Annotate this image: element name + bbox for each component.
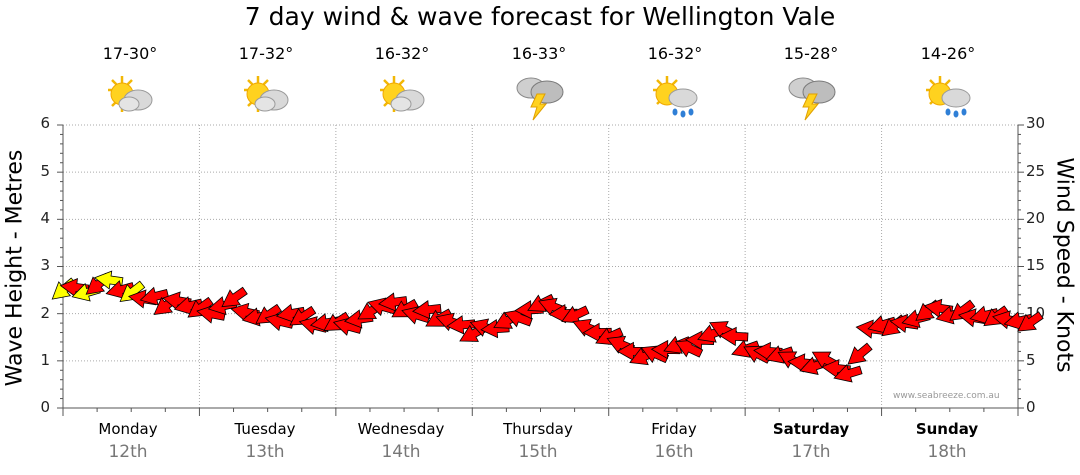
right-tick: 30 — [1026, 114, 1046, 132]
wind-arrow — [139, 286, 170, 306]
day-temp-thu: 16-33° — [511, 44, 567, 63]
day-label-fri: Friday — [651, 420, 697, 438]
right-tick: 25 — [1026, 162, 1046, 180]
left-tick: 1 — [40, 351, 50, 369]
left-tick: 0 — [40, 398, 50, 416]
day-temp-sat: 15-28° — [783, 44, 839, 63]
left-tick: 5 — [40, 162, 50, 180]
right-tick: 0 — [1026, 398, 1036, 416]
sun-showers-icon — [653, 76, 698, 118]
wind-arrows — [51, 270, 1044, 383]
chart-axes — [57, 124, 1024, 416]
thunderstorm-icon — [788, 77, 836, 121]
wind-arrow — [1017, 311, 1044, 332]
day-label-mon: Monday — [98, 420, 158, 438]
day-temp-fri: 16-32° — [647, 44, 703, 63]
chart-title: 7 day wind & wave forecast for Wellingto… — [244, 2, 836, 31]
left-tick: 2 — [40, 304, 50, 322]
right-tick: 5 — [1026, 351, 1036, 369]
wind-arrow — [847, 342, 873, 365]
partly-cloudy-sun-icon — [380, 76, 425, 112]
day-date-tue: 13th — [245, 442, 285, 462]
left-tick: 6 — [40, 114, 50, 132]
day-date-thu: 15th — [518, 442, 558, 462]
day-label-sat: Saturday — [772, 420, 850, 438]
day-temp-wed: 16-32° — [374, 44, 430, 63]
day-temp-tue: 17-32° — [238, 44, 294, 63]
day-label-sun: Sunday — [915, 420, 979, 438]
day-temp-sun: 14-26° — [920, 44, 976, 63]
wind-arrow — [412, 300, 442, 320]
day-label-tue: Tuesday — [234, 420, 296, 438]
left-tick: 3 — [40, 256, 50, 274]
day-date-sat: 17th — [791, 442, 831, 462]
day-date-fri: 16th — [654, 442, 694, 462]
sun-showers-icon — [926, 76, 971, 118]
day-label-wed: Wednesday — [357, 420, 445, 438]
right-tick: 15 — [1026, 256, 1046, 274]
day-date-mon: 12th — [108, 442, 148, 462]
wind-arrow — [833, 364, 863, 383]
wind-arrow — [221, 286, 248, 308]
day-date-wed: 14th — [381, 442, 421, 462]
day-temp-mon: 17-30° — [102, 44, 158, 63]
day-date-sun: 18th — [927, 442, 967, 462]
grid-lines — [63, 124, 1018, 408]
partly-cloudy-sun-icon — [244, 76, 289, 112]
right-tick: 20 — [1026, 209, 1046, 227]
partly-cloudy-sun-icon — [108, 76, 153, 112]
left-tick: 4 — [40, 209, 50, 227]
site-credit: www.seabreeze.com.au — [893, 391, 1000, 401]
day-label-thu: Thursday — [503, 420, 573, 438]
thunderstorm-icon — [516, 77, 564, 121]
wind-arrow — [719, 326, 749, 347]
